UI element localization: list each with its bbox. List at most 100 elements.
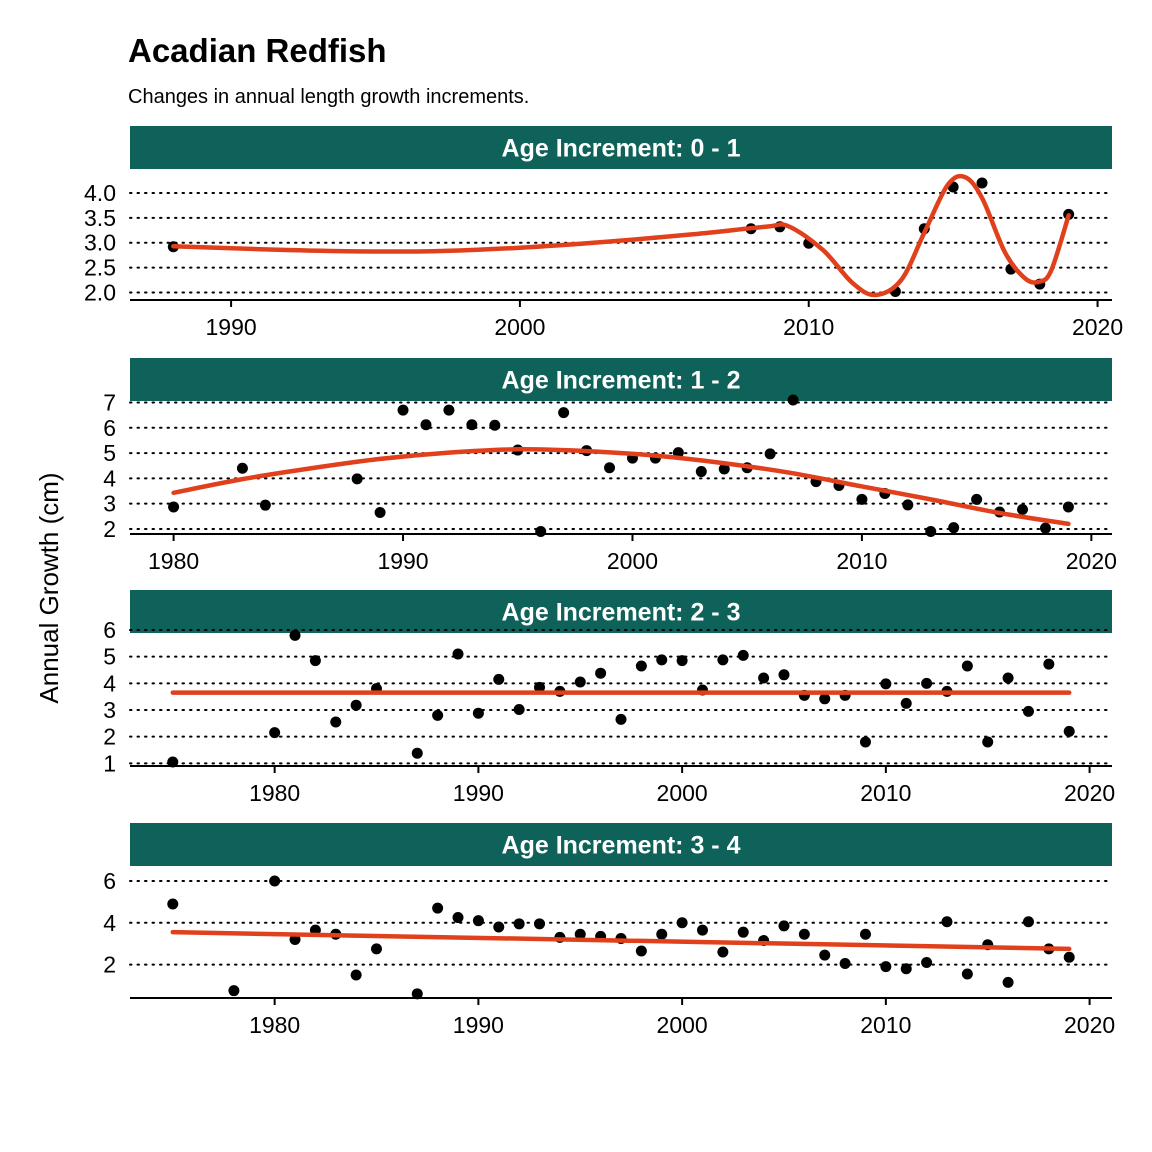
x-tick-label: 2000 (657, 780, 708, 806)
y-tick-label: 2.0 (84, 280, 116, 306)
x-tick-label: 2020 (1072, 314, 1123, 340)
data-point (371, 943, 383, 955)
data-point (574, 928, 586, 940)
data-point (921, 956, 933, 968)
data-point (534, 918, 546, 930)
data-point (859, 736, 871, 748)
data-point (535, 525, 547, 537)
data-point (819, 949, 831, 961)
y-tick-label: 6 (103, 868, 116, 894)
y-tick-label: 2 (103, 952, 116, 978)
x-tick-label: 2020 (1064, 780, 1115, 806)
data-point (493, 673, 505, 685)
data-point (269, 875, 281, 887)
facet-panel: Age Increment: 3 - 4 2 4 6 1980 1990 2000 2010 2… (103, 823, 1115, 1038)
data-point (1017, 503, 1029, 515)
x-tick-label: 2000 (494, 314, 545, 340)
x-tick-label: 2020 (1064, 1012, 1115, 1038)
data-point (717, 946, 729, 958)
y-axis-label: Annual Growth (cm) (34, 472, 64, 703)
data-point (880, 678, 892, 690)
data-point (1002, 672, 1014, 684)
x-tick-label: 1980 (148, 548, 199, 574)
data-point (900, 963, 912, 975)
data-point (574, 676, 586, 688)
data-point (900, 697, 912, 709)
data-point (656, 654, 668, 666)
y-tick-label: 2 (103, 724, 116, 750)
data-point (513, 703, 525, 715)
strip-background (130, 126, 1112, 169)
data-point (472, 915, 484, 927)
data-point (168, 501, 180, 513)
y-tick-label: 4 (103, 910, 116, 936)
x-tick-label: 2010 (860, 1012, 911, 1038)
data-point (798, 928, 810, 940)
data-point (443, 404, 455, 416)
data-point (1063, 725, 1075, 737)
y-tick-label: 2 (103, 516, 116, 542)
data-point (167, 756, 179, 768)
data-point (778, 669, 790, 681)
data-point (971, 493, 983, 505)
data-point (819, 693, 831, 705)
data-point (1022, 705, 1034, 717)
data-point (941, 916, 953, 928)
data-point (635, 660, 647, 672)
strip-background (130, 358, 1112, 401)
strip-background (130, 823, 1112, 866)
data-point (351, 473, 363, 485)
data-point (902, 499, 914, 511)
panels: Age Increment: 0 - 1 2.02.53.03.54.0 1990 2… (84, 126, 1123, 1038)
data-point (758, 672, 770, 684)
data-point (493, 921, 505, 933)
data-point (432, 709, 444, 721)
x-tick-label: 1980 (249, 1012, 300, 1038)
data-point (717, 654, 729, 666)
data-point (595, 667, 607, 679)
data-point (635, 945, 647, 957)
y-tick-label: 5 (103, 644, 116, 670)
data-point (948, 522, 960, 534)
data-point (696, 924, 708, 936)
strip-label: Age Increment: 2 - 3 (502, 599, 741, 627)
y-tick-label: 5 (103, 440, 116, 466)
chart-subtitle: Changes in annual length growth incremen… (128, 86, 530, 108)
strip-label: Age Increment: 1 - 2 (502, 367, 741, 395)
data-point (925, 525, 937, 537)
strip-label: Age Increment: 0 - 1 (502, 135, 741, 163)
x-tick-label: 2010 (783, 314, 834, 340)
data-point (1063, 951, 1075, 963)
data-point (452, 648, 464, 660)
data-point (656, 928, 668, 940)
data-point (676, 917, 688, 929)
data-point (374, 507, 386, 519)
data-point (452, 912, 464, 924)
y-tick-label: 3 (103, 697, 116, 723)
data-point (513, 918, 525, 930)
data-point (676, 655, 688, 667)
y-tick-label: 1 (103, 750, 116, 776)
y-tick-label: 3.5 (84, 205, 116, 231)
x-tick-label: 1990 (377, 548, 428, 574)
y-tick-label: 6 (103, 415, 116, 441)
data-point (982, 736, 994, 748)
chart-title: Acadian Redfish (128, 32, 387, 69)
data-point (921, 677, 933, 689)
x-tick-label: 1990 (453, 780, 504, 806)
data-point (289, 629, 301, 641)
data-point (787, 394, 799, 406)
data-point (558, 407, 570, 419)
data-point (466, 419, 478, 431)
fit-line (171, 173, 1071, 298)
y-tick-label: 3.0 (84, 230, 116, 256)
data-point (228, 985, 240, 997)
data-point (432, 902, 444, 914)
data-point (839, 958, 851, 970)
data-point (489, 419, 501, 431)
y-tick-label: 6 (103, 617, 116, 643)
x-tick-label: 2010 (860, 780, 911, 806)
y-tick-label: 4 (103, 465, 116, 491)
data-point (350, 699, 362, 711)
